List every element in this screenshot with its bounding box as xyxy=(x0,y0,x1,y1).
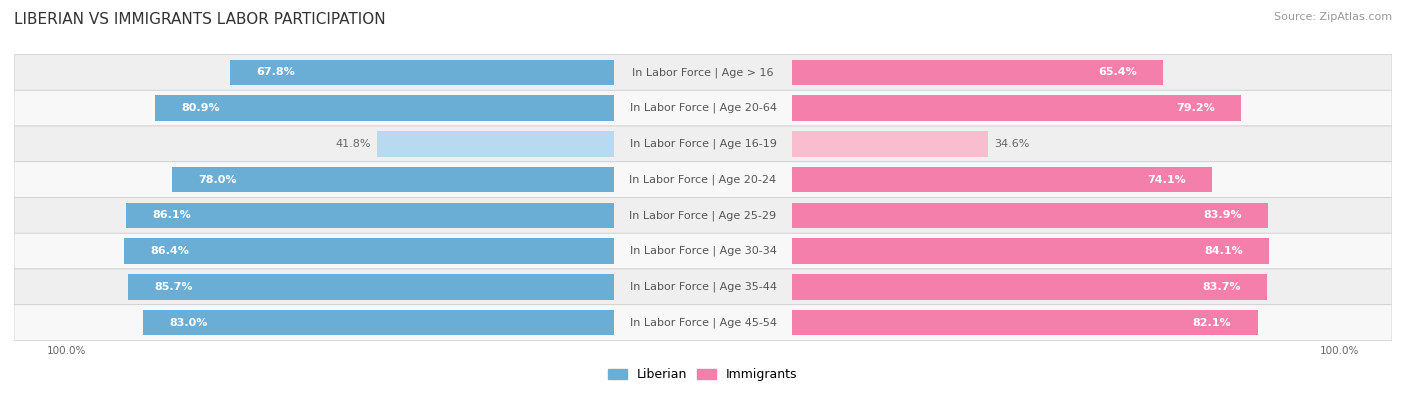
Text: 83.9%: 83.9% xyxy=(1204,211,1241,220)
Text: 100.0%: 100.0% xyxy=(46,346,86,356)
Bar xyxy=(172,167,614,192)
FancyBboxPatch shape xyxy=(14,90,1392,126)
FancyBboxPatch shape xyxy=(14,162,1392,198)
Bar xyxy=(155,95,614,121)
Bar xyxy=(792,60,1163,85)
Bar xyxy=(792,238,1268,264)
Text: 86.1%: 86.1% xyxy=(152,211,191,220)
Text: In Labor Force | Age 45-54: In Labor Force | Age 45-54 xyxy=(630,317,776,328)
FancyBboxPatch shape xyxy=(14,126,1392,162)
Text: 83.0%: 83.0% xyxy=(170,318,208,327)
Text: 85.7%: 85.7% xyxy=(155,282,193,292)
Text: In Labor Force | Age 25-29: In Labor Force | Age 25-29 xyxy=(630,210,776,221)
Text: 82.1%: 82.1% xyxy=(1192,318,1232,327)
Text: 78.0%: 78.0% xyxy=(198,175,236,184)
Bar xyxy=(377,131,614,157)
Bar xyxy=(792,203,1268,228)
Legend: Liberian, Immigrants: Liberian, Immigrants xyxy=(603,363,803,386)
Text: In Labor Force | Age > 16: In Labor Force | Age > 16 xyxy=(633,67,773,78)
Text: 74.1%: 74.1% xyxy=(1147,175,1185,184)
Bar xyxy=(792,310,1257,335)
Text: In Labor Force | Age 30-34: In Labor Force | Age 30-34 xyxy=(630,246,776,256)
Text: In Labor Force | Age 35-44: In Labor Force | Age 35-44 xyxy=(630,282,776,292)
Text: 67.8%: 67.8% xyxy=(256,68,295,77)
FancyBboxPatch shape xyxy=(14,198,1392,233)
Text: In Labor Force | Age 16-19: In Labor Force | Age 16-19 xyxy=(630,139,776,149)
Text: 86.4%: 86.4% xyxy=(150,246,190,256)
Text: LIBERIAN VS IMMIGRANTS LABOR PARTICIPATION: LIBERIAN VS IMMIGRANTS LABOR PARTICIPATI… xyxy=(14,12,385,27)
Bar xyxy=(143,310,614,335)
Text: 100.0%: 100.0% xyxy=(1320,346,1360,356)
FancyBboxPatch shape xyxy=(14,55,1392,90)
Text: 84.1%: 84.1% xyxy=(1204,246,1243,256)
FancyBboxPatch shape xyxy=(14,305,1392,340)
Bar xyxy=(792,131,988,157)
Text: 65.4%: 65.4% xyxy=(1098,68,1136,77)
Text: 83.7%: 83.7% xyxy=(1202,282,1240,292)
Text: 41.8%: 41.8% xyxy=(335,139,371,149)
Text: In Labor Force | Age 20-64: In Labor Force | Age 20-64 xyxy=(630,103,776,113)
FancyBboxPatch shape xyxy=(14,269,1392,305)
FancyBboxPatch shape xyxy=(14,233,1392,269)
Bar xyxy=(792,167,1212,192)
Bar xyxy=(229,60,614,85)
Text: In Labor Force | Age 20-24: In Labor Force | Age 20-24 xyxy=(630,174,776,185)
Bar xyxy=(792,95,1241,121)
Bar xyxy=(124,238,614,264)
Bar xyxy=(128,274,614,300)
Text: 80.9%: 80.9% xyxy=(181,103,221,113)
Text: Source: ZipAtlas.com: Source: ZipAtlas.com xyxy=(1274,12,1392,22)
Bar xyxy=(792,274,1267,300)
Bar xyxy=(125,203,614,228)
Text: 79.2%: 79.2% xyxy=(1175,103,1215,113)
Text: 34.6%: 34.6% xyxy=(994,139,1029,149)
